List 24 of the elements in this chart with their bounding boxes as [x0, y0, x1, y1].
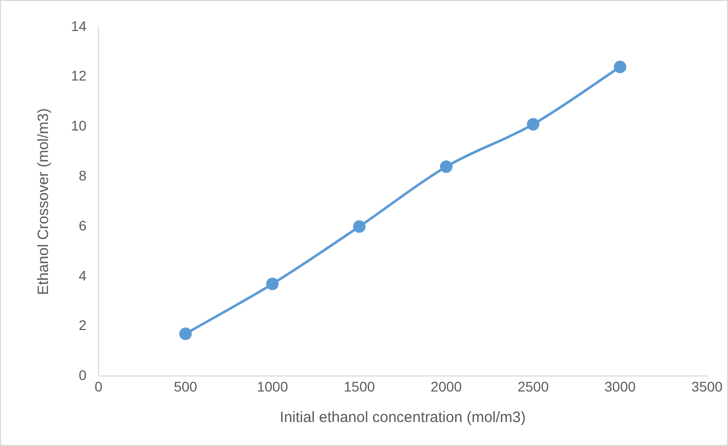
y-tick-label: 14	[70, 18, 87, 34]
y-axis-title: Ethanol Crossover (mol/m3)	[35, 108, 52, 295]
y-tick-label: 8	[78, 168, 87, 184]
y-tick-label: 4	[78, 267, 87, 284]
point	[440, 160, 452, 173]
point	[353, 220, 366, 233]
y-tick-label: 6	[78, 217, 87, 234]
y-tick-label: 12	[70, 68, 87, 84]
x-tick-label: 0	[94, 378, 103, 394]
y-tick-label: 10	[70, 118, 87, 134]
x-tick-label: 3000	[604, 378, 636, 394]
x-tick-label: 1000	[256, 378, 288, 394]
point	[614, 60, 626, 74]
x-tick-label: 2500	[518, 378, 549, 394]
x-tick-label: 500	[174, 378, 198, 394]
x-tick-label: 1500	[344, 378, 376, 394]
point	[179, 328, 192, 340]
x-tick-label: 2000	[430, 378, 462, 394]
y-tick-label: 0	[78, 367, 87, 384]
x-axis-title: Initial ethanol concentration (mol/m3)	[280, 409, 526, 426]
x-tick-label: 3500	[691, 378, 723, 394]
point	[526, 118, 540, 131]
point	[266, 278, 279, 290]
y-tick-label: 2	[78, 317, 87, 334]
